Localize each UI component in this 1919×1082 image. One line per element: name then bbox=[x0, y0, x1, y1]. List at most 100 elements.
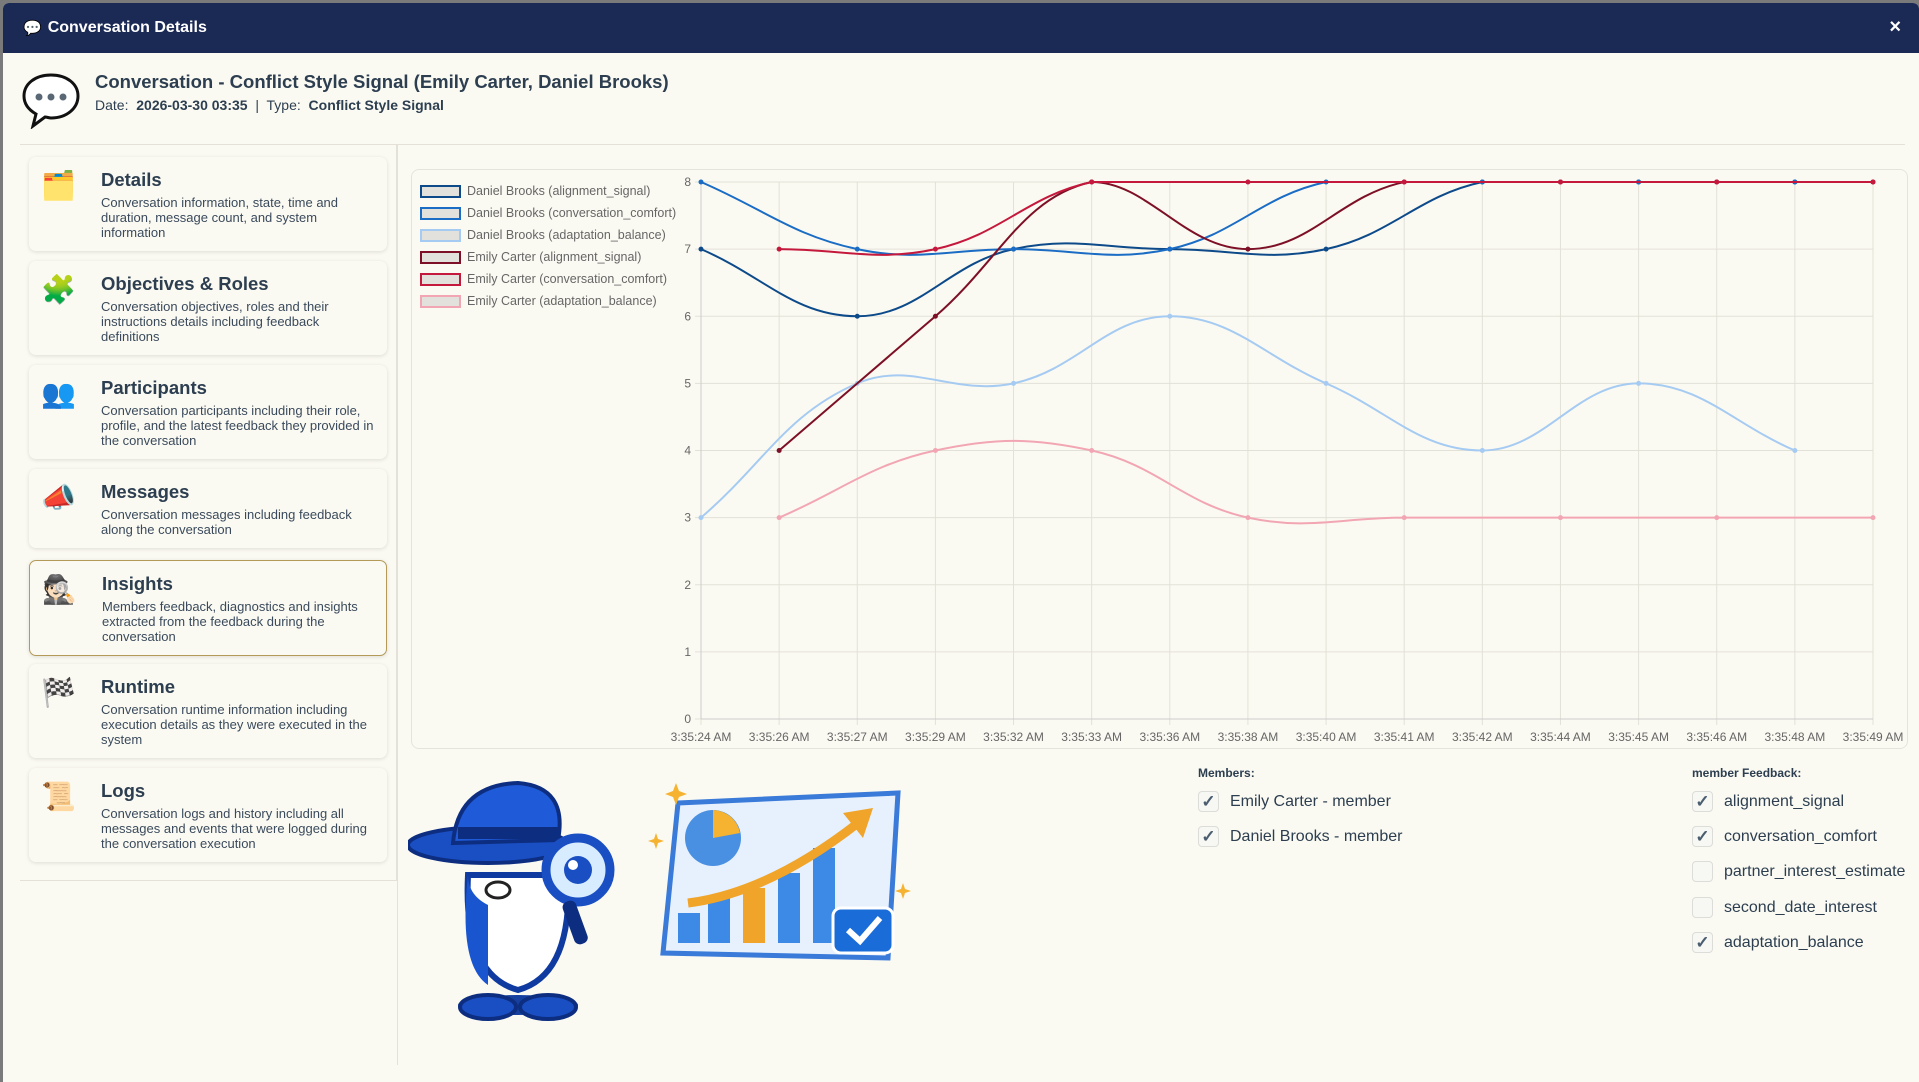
y-tick-label: 0 bbox=[684, 712, 691, 726]
title-bar: 💬 Conversation Details × bbox=[3, 3, 1919, 53]
data-point bbox=[1245, 179, 1251, 185]
conversation-details-window: 💬 Conversation Details × Conversation - … bbox=[3, 3, 1919, 1082]
data-point bbox=[1323, 246, 1329, 252]
chart-legend: Daniel Brooks (alignment_signal) Daniel B… bbox=[420, 180, 676, 312]
data-point bbox=[1714, 179, 1720, 185]
data-point bbox=[1323, 380, 1329, 386]
sidebar-item-title: Objectives & Roles bbox=[101, 273, 269, 294]
legend-item[interactable]: Daniel Brooks (adaptation_balance) bbox=[420, 224, 676, 246]
checkbox-label: Daniel Brooks - member bbox=[1230, 827, 1403, 845]
legend-item[interactable]: Emily Carter (conversation_comfort) bbox=[420, 268, 676, 290]
megaphone-icon: 📣 bbox=[41, 482, 76, 513]
y-tick-label: 6 bbox=[684, 309, 691, 323]
data-point bbox=[698, 515, 704, 521]
sidebar-item-description: Conversation information, state, time an… bbox=[101, 195, 339, 240]
members-label: Members: bbox=[1198, 766, 1255, 780]
legend-item[interactable]: Emily Carter (alignment_signal) bbox=[420, 246, 676, 268]
feedback-checkbox[interactable]: second_date_interest bbox=[1692, 897, 1877, 918]
checkbox[interactable] bbox=[1692, 861, 1713, 882]
detective-icon: 🕵🏻 bbox=[42, 574, 77, 605]
data-point bbox=[1479, 448, 1485, 453]
data-point bbox=[854, 246, 860, 252]
sidebar-item-messages[interactable]: 📣 Messages Conversation messages includi… bbox=[29, 469, 387, 548]
legend-label: Daniel Brooks (alignment_signal) bbox=[467, 184, 651, 198]
legend-item[interactable]: Daniel Brooks (alignment_signal) bbox=[420, 180, 676, 202]
x-tick-label: 3:35:26 AM bbox=[749, 730, 810, 744]
x-tick-label: 3:35:42 AM bbox=[1452, 730, 1513, 744]
y-tick-label: 1 bbox=[684, 645, 691, 659]
data-point bbox=[932, 313, 938, 319]
puzzle-icon: 🧩 bbox=[41, 274, 76, 305]
sidebar-item-insights[interactable]: 🕵🏻 Insights Members feedback, diagnostic… bbox=[29, 560, 387, 656]
checkbox[interactable]: ✓ bbox=[1692, 791, 1713, 812]
data-point bbox=[1167, 246, 1173, 252]
sidebar-item-title: Participants bbox=[101, 377, 207, 398]
sidebar-item-runtime[interactable]: 🏁 Runtime Conversation runtime informati… bbox=[29, 664, 387, 758]
sidebar-item-description: Conversation participants including thei… bbox=[101, 403, 374, 448]
member-checkbox[interactable]: ✓ Emily Carter - member bbox=[1198, 791, 1391, 812]
data-point bbox=[1167, 313, 1173, 319]
checkbox[interactable]: ✓ bbox=[1692, 932, 1713, 953]
checkbox-label: partner_interest_estimate bbox=[1724, 862, 1906, 880]
sidebar-divider bbox=[397, 145, 398, 1065]
separator: | bbox=[255, 97, 259, 113]
checkbox[interactable]: ✓ bbox=[1198, 791, 1219, 812]
sidebar-item-description: Conversation messages including feedback… bbox=[101, 507, 352, 537]
sidebar-item-participants[interactable]: 👥 Participants Conversation participants… bbox=[29, 365, 387, 459]
x-tick-label: 3:35:48 AM bbox=[1765, 730, 1826, 744]
feedback-checkbox[interactable]: partner_interest_estimate bbox=[1692, 861, 1905, 882]
type-label: Type: bbox=[266, 97, 301, 113]
x-tick-label: 3:35:33 AM bbox=[1061, 730, 1122, 744]
data-point bbox=[1870, 179, 1876, 185]
data-point bbox=[1870, 515, 1876, 521]
feedback-checkbox[interactable]: ✓ alignment_signal bbox=[1692, 791, 1844, 812]
feedback-checkbox[interactable]: ✓ adaptation_balance bbox=[1692, 932, 1864, 953]
legend-item[interactable]: Emily Carter (adaptation_balance) bbox=[420, 290, 676, 312]
folder-icon: 🗂️ bbox=[41, 170, 76, 201]
legend-swatch bbox=[420, 294, 461, 308]
x-tick-label: 3:35:27 AM bbox=[827, 730, 888, 744]
conversation-title: Conversation - Conflict Style Signal (Em… bbox=[95, 71, 669, 92]
check-icon: ✓ bbox=[1201, 791, 1216, 811]
legend-label: Emily Carter (conversation_comfort) bbox=[467, 272, 668, 286]
window-title: Conversation Details bbox=[47, 19, 207, 36]
data-point bbox=[776, 246, 782, 252]
feedback-label: member Feedback: bbox=[1692, 766, 1802, 780]
legend-item[interactable]: Daniel Brooks (conversation_comfort) bbox=[420, 202, 676, 224]
data-point bbox=[932, 246, 938, 252]
date-value: 2026-03-30 03:35 bbox=[136, 97, 248, 113]
sidebar-item-logs[interactable]: 📜 Logs Conversation logs and history inc… bbox=[29, 768, 387, 862]
data-point bbox=[776, 515, 782, 521]
data-point bbox=[1636, 380, 1642, 386]
line-chart: 0 1 2 3 4 5 6 7 8 3:35:24 AM 3:35:26 AM 3:35:27 AM 3… bbox=[671, 175, 1904, 744]
checkbox[interactable]: ✓ bbox=[1692, 826, 1713, 847]
sidebar-item-title: Insights bbox=[102, 573, 173, 594]
data-point bbox=[1792, 448, 1798, 453]
sidebar-item-description: Conversation logs and history including … bbox=[101, 806, 367, 851]
data-point bbox=[776, 448, 782, 453]
x-tick-label: 3:35:41 AM bbox=[1374, 730, 1435, 744]
people-icon: 👥 bbox=[41, 378, 76, 409]
sidebar-item-details[interactable]: 🗂️ Details Conversation information, sta… bbox=[29, 157, 387, 251]
checkbox[interactable] bbox=[1692, 897, 1713, 918]
x-tick-label: 3:35:44 AM bbox=[1530, 730, 1591, 744]
checkbox-label: second_date_interest bbox=[1724, 898, 1877, 916]
y-tick-label: 5 bbox=[684, 376, 691, 390]
y-tick-label: 8 bbox=[684, 175, 691, 189]
x-tick-label: 3:35:46 AM bbox=[1686, 730, 1747, 744]
check-icon: ✓ bbox=[1201, 826, 1216, 846]
legend-swatch bbox=[420, 184, 461, 198]
member-checkbox[interactable]: ✓ Daniel Brooks - member bbox=[1198, 826, 1403, 847]
analytics-chart-illustration bbox=[648, 783, 911, 961]
sidebar-item-objectives-roles[interactable]: 🧩 Objectives & Roles Conversation object… bbox=[29, 261, 387, 355]
checkbox[interactable]: ✓ bbox=[1198, 826, 1219, 847]
sidebar-item-title: Messages bbox=[101, 481, 190, 502]
x-tick-label: 3:35:40 AM bbox=[1296, 730, 1357, 744]
data-point bbox=[1245, 515, 1251, 521]
x-tick-label: 3:35:32 AM bbox=[983, 730, 1044, 744]
y-tick-label: 3 bbox=[684, 511, 691, 525]
feedback-checkbox[interactable]: ✓ conversation_comfort bbox=[1692, 826, 1877, 847]
checkbox-label: Emily Carter - member bbox=[1230, 792, 1391, 810]
close-button[interactable]: × bbox=[1889, 16, 1901, 38]
conversation-meta: Date: 2026-03-30 03:35 | Type: Conflict … bbox=[95, 97, 444, 113]
